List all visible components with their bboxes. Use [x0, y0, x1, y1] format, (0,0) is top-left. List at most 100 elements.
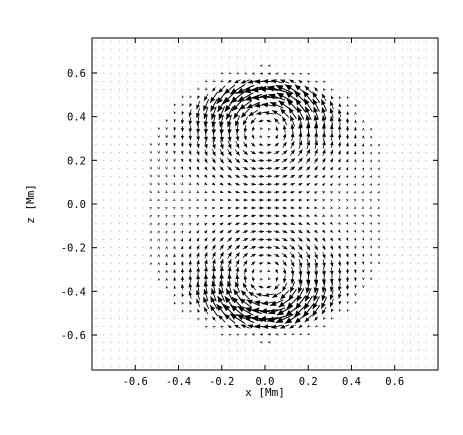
vector-arrow: [337, 260, 342, 267]
vector-arrow: [293, 90, 307, 104]
vector-dot: [354, 73, 356, 75]
vector-dot: [150, 41, 152, 43]
vector-dot: [417, 302, 419, 304]
vector-dot: [417, 357, 419, 359]
vector-dot: [315, 357, 317, 359]
vector-dot: [119, 104, 120, 106]
vector-dot: [111, 81, 113, 82]
vector-arrow: [227, 174, 232, 179]
vector-dot: [402, 57, 404, 59]
vector-arrow: [251, 142, 256, 147]
vector-arrow: [244, 71, 248, 75]
vector-dot: [126, 286, 128, 288]
vector-dot: [111, 247, 113, 248]
vector-arrow: [219, 222, 224, 226]
vector-dot: [119, 310, 120, 312]
vector-dot: [425, 247, 427, 248]
vector-arrow: [196, 222, 200, 226]
vector-arrow: [219, 166, 224, 171]
vector-arrow: [345, 276, 350, 282]
vector-arrow: [172, 198, 176, 201]
vector-dot: [181, 365, 183, 367]
vector-arrow: [312, 98, 320, 112]
vector-arrow: [257, 166, 265, 171]
vector-arrow: [204, 266, 209, 276]
vector-arrow: [211, 316, 216, 321]
vector-dot: [331, 365, 333, 367]
vector-dot: [95, 270, 97, 272]
vector-arrow: [205, 87, 209, 91]
vector-arrow: [220, 206, 224, 210]
vector-dot: [425, 318, 427, 320]
vector-dot: [433, 357, 435, 359]
vector-dot: [394, 136, 396, 138]
vector-dot: [111, 341, 113, 343]
vector-arrow: [369, 199, 373, 202]
vector-arrow: [346, 103, 350, 108]
vector-arrow: [203, 107, 209, 120]
vector-arrow: [266, 253, 272, 257]
vector-dot: [134, 120, 136, 122]
vector-dot: [126, 96, 128, 98]
vector-dot: [142, 231, 144, 233]
vector-dot: [126, 365, 128, 367]
vector-arrow: [275, 332, 279, 336]
vector-dot: [126, 112, 128, 114]
vector-dot: [378, 96, 380, 98]
vector-dot: [150, 310, 152, 312]
vector-arrow: [157, 142, 160, 147]
vector-dot: [370, 365, 372, 367]
vector-arrow: [297, 244, 303, 251]
vector-arrow: [291, 72, 295, 76]
vector-arrow: [227, 190, 232, 194]
vector-dot: [103, 144, 105, 146]
vector-dot: [103, 191, 105, 193]
vector-dot: [119, 365, 120, 367]
vector-dot: [425, 136, 427, 138]
vector-dot: [402, 302, 404, 304]
vector-dot: [299, 349, 301, 351]
vector-dot: [378, 65, 380, 67]
vector-dot: [229, 357, 231, 359]
vector-dot: [126, 357, 128, 359]
vector-dot: [142, 152, 144, 154]
vector-arrow: [180, 230, 184, 234]
vector-arrow: [211, 259, 216, 268]
vector-arrow: [149, 207, 153, 210]
vector-arrow: [196, 100, 201, 110]
vector-dot: [417, 104, 419, 106]
vector-dot: [378, 81, 380, 82]
vector-arrow: [298, 206, 303, 210]
vector-dot: [189, 81, 191, 82]
vector-dot: [119, 191, 120, 193]
vector-dot: [119, 341, 120, 343]
vector-arrow: [180, 268, 184, 274]
vector-arrow: [188, 222, 192, 226]
vector-arrow: [280, 79, 290, 84]
vector-arrow: [353, 175, 357, 179]
vector-dot: [142, 215, 144, 217]
vector-dot: [378, 49, 380, 51]
vector-arrow: [204, 174, 208, 178]
vector-arrow: [312, 304, 321, 317]
vector-dot: [181, 326, 183, 327]
vector-arrow: [290, 183, 295, 187]
vector-dot: [410, 207, 411, 209]
vector-dot: [417, 57, 419, 59]
vector-dot: [386, 231, 388, 233]
vector-arrow: [266, 190, 272, 194]
vector-arrow: [314, 191, 318, 194]
vector-dot: [386, 57, 388, 59]
vector-dot: [229, 365, 231, 367]
vector-arrow: [149, 222, 152, 226]
vector-dot: [410, 333, 411, 335]
y-tick-label: 0.6: [67, 68, 86, 80]
vector-arrow: [266, 135, 271, 139]
vector-arrow: [346, 284, 350, 290]
vector-dot: [181, 341, 183, 343]
vector-arrow: [321, 266, 326, 276]
vector-arrow: [282, 125, 287, 133]
vector-arrow: [188, 166, 192, 171]
vector-arrow: [196, 158, 200, 163]
vector-dot: [402, 128, 404, 130]
